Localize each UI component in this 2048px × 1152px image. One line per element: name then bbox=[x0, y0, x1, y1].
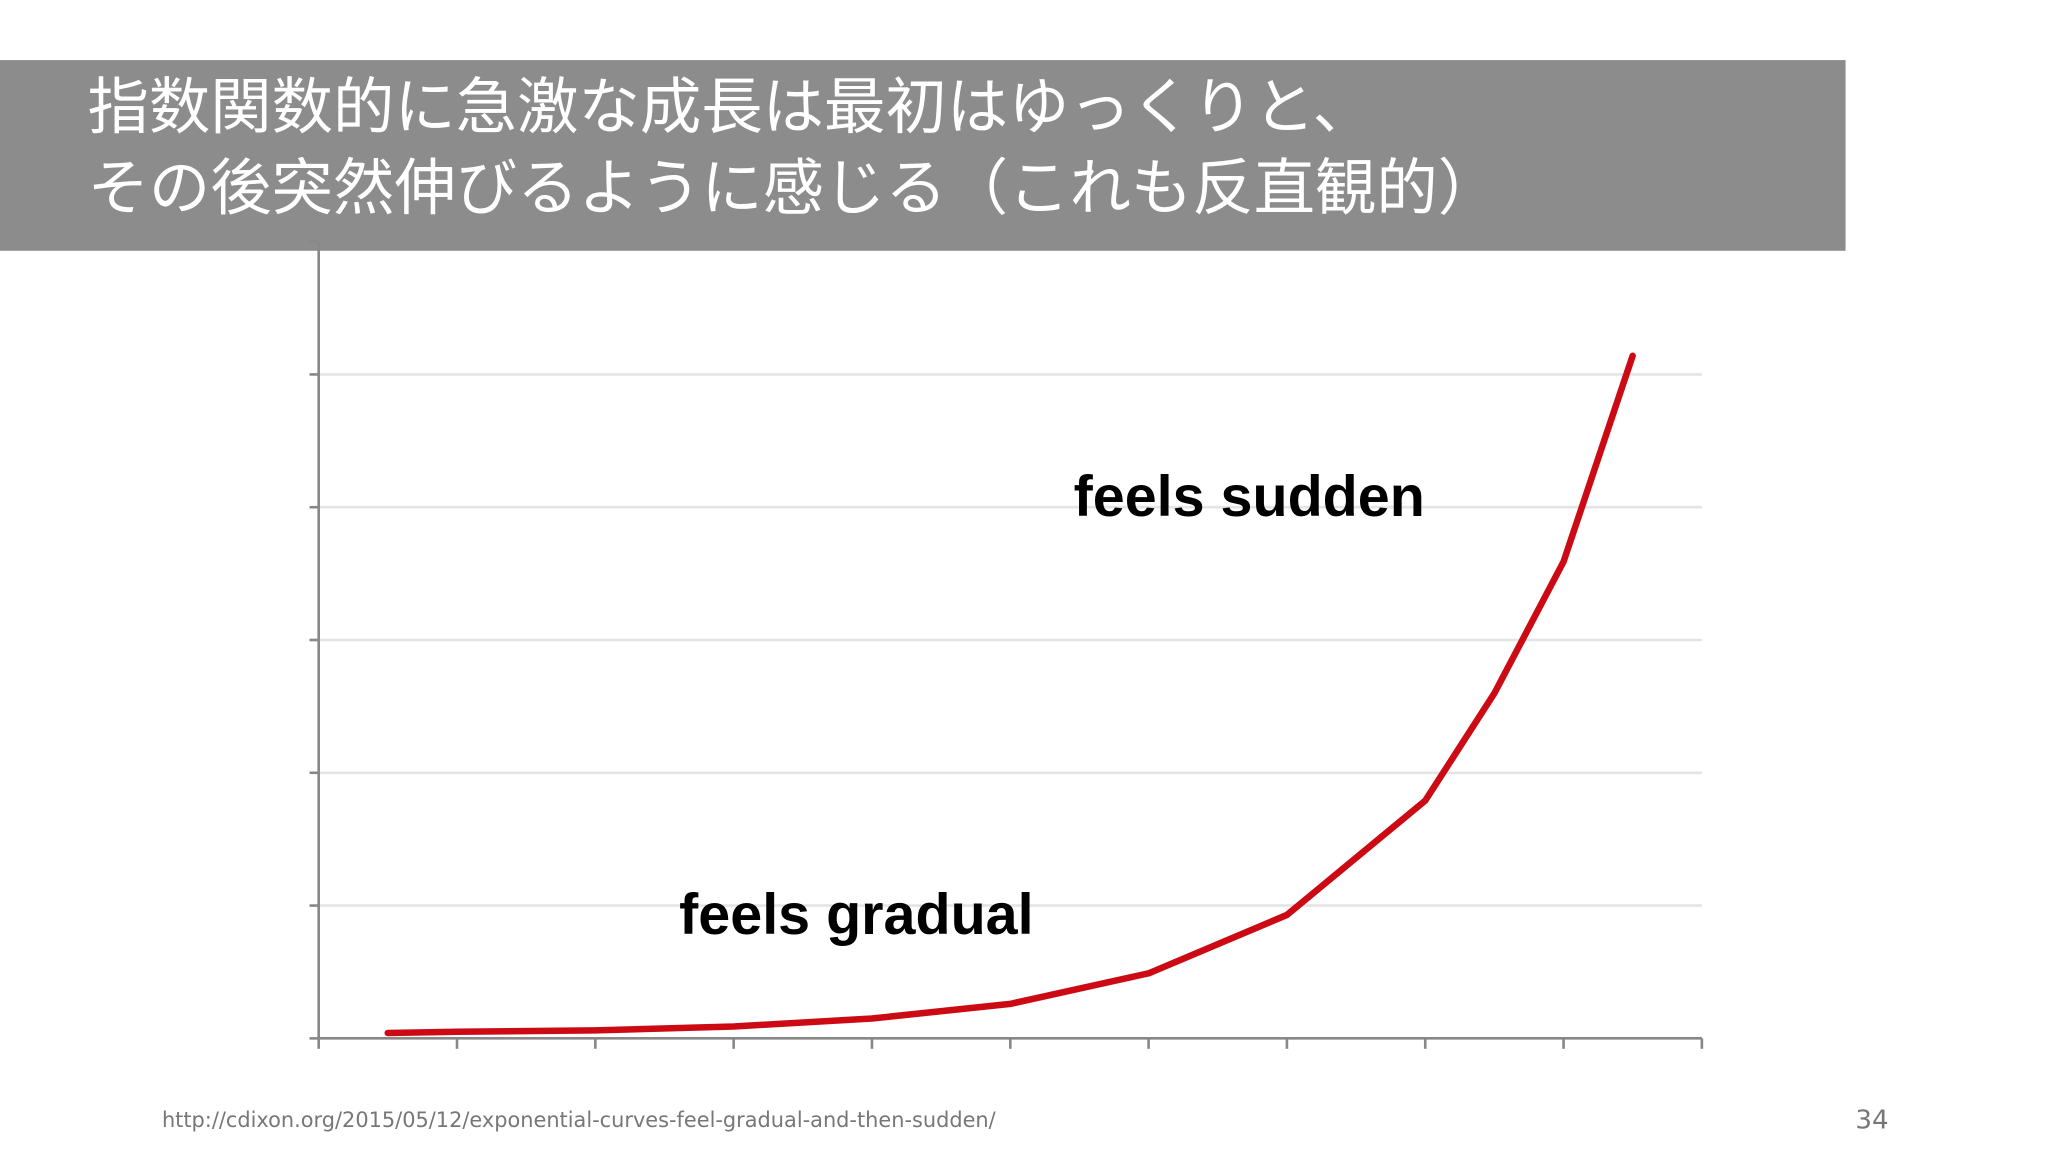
page-number: 34 bbox=[1855, 1105, 1888, 1135]
title-bar bbox=[0, 60, 1846, 251]
annotation: feels sudden bbox=[1074, 465, 1425, 529]
slide-title-line: 指数関数的に急激な成長は最初はゆっくりと、 bbox=[88, 72, 1374, 143]
source-url: http://cdixon.org/2015/05/12/exponential… bbox=[162, 1108, 997, 1132]
slide-title-line: その後突然伸びるように感じる（これも反直観的） bbox=[88, 153, 1500, 224]
line bbox=[384, 352, 1636, 1037]
annotation: feels gradual bbox=[679, 883, 1033, 947]
chart: feels gradual feels sudden bbox=[309, 240, 1704, 1049]
